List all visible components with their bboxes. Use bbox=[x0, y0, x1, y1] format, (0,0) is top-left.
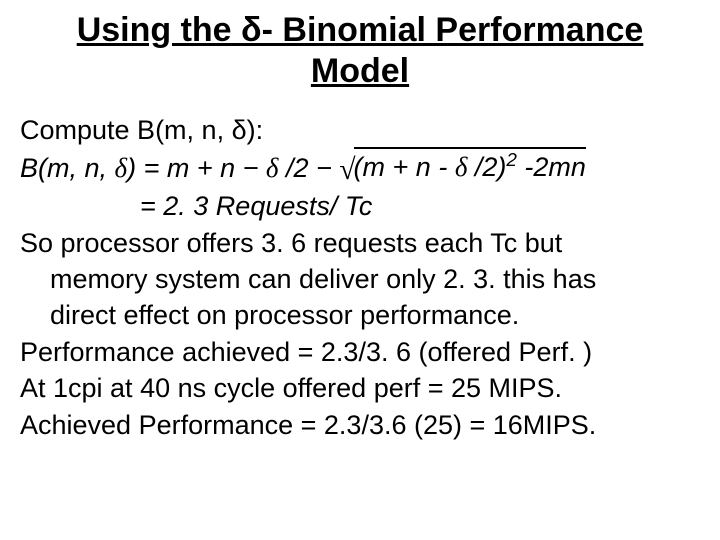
delta-icon: δ bbox=[115, 153, 128, 183]
rad-open: (m + n - bbox=[354, 152, 455, 182]
delta-icon: δ bbox=[266, 153, 279, 183]
rad-close: -2mn bbox=[517, 152, 586, 182]
so-line2: memory system can deliver only 2. 3. thi… bbox=[20, 261, 700, 297]
so-line3: direct effect on processor performance. bbox=[20, 297, 700, 333]
title-line1: Using the δ- Binomial Performance bbox=[77, 11, 644, 49]
so-line1: So processor offers 3. 6 requests each T… bbox=[20, 225, 700, 261]
at-line: At 1cpi at 40 ns cycle offered perf = 25… bbox=[20, 370, 700, 406]
formula-lhs: B(m, n, bbox=[20, 153, 115, 183]
formula-line: B(m, n, δ) = m + n − δ /2 − √(m + n - δ … bbox=[20, 148, 700, 188]
rad-mid: /2) bbox=[467, 152, 506, 182]
sqrt-group: √(m + n - δ /2)2 -2mn bbox=[339, 148, 586, 188]
rad-exp: 2 bbox=[506, 150, 517, 171]
radicand: (m + n - δ /2)2 -2mn bbox=[354, 147, 586, 185]
formula-part: ) = m + n − bbox=[127, 153, 266, 183]
title-line2: Model bbox=[311, 52, 409, 90]
slide: { "title": { "line1": "Using the δ- Bino… bbox=[0, 0, 720, 540]
compute-line: Compute B(m, n, δ): bbox=[20, 112, 700, 148]
achieved-line: Achieved Performance = 2.3/3.6 (25) = 16… bbox=[20, 407, 700, 443]
result-line: = 2. 3 Requests/ Tc bbox=[20, 188, 700, 224]
result-text: = 2. 3 Requests/ Tc bbox=[140, 191, 372, 221]
perf-achieved-line: Performance achieved = 2.3/3. 6 (offered… bbox=[20, 334, 700, 370]
slide-body: Compute B(m, n, δ): B(m, n, δ) = m + n −… bbox=[20, 112, 700, 444]
delta-icon: δ bbox=[455, 152, 468, 182]
slide-title: Using the δ- Binomial Performance Model bbox=[20, 10, 700, 92]
formula-part: /2 − bbox=[278, 153, 339, 183]
